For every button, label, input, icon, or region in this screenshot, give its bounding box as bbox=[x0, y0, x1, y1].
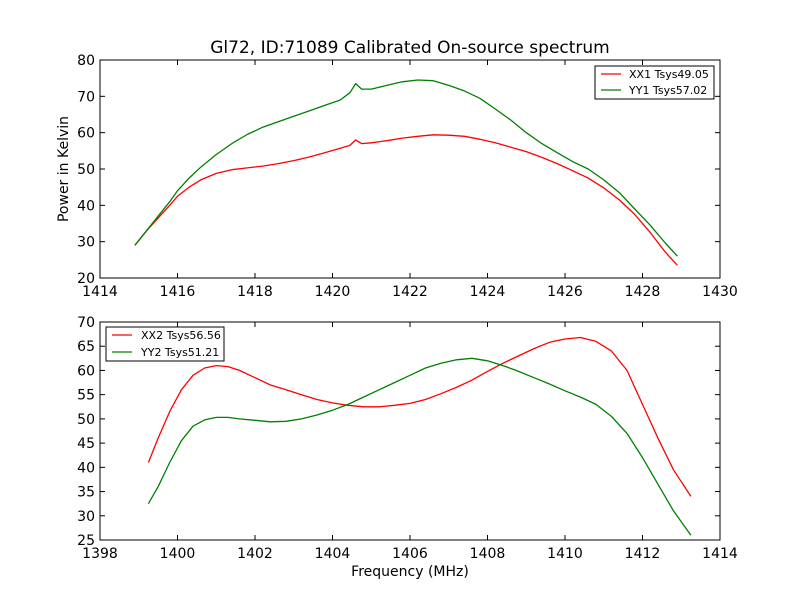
bottom-y-tick-label: 45 bbox=[77, 436, 95, 452]
x-axis-label: Frequency (MHz) bbox=[351, 564, 469, 580]
top-x-tick-label: 1424 bbox=[470, 284, 506, 300]
bottom-x-tick-label: 1402 bbox=[237, 546, 273, 562]
top-panel: Gl72, ID:71089 Calibrated On-source spec… bbox=[56, 38, 738, 300]
top-y-tick-label: 30 bbox=[77, 235, 95, 251]
top-x-tick-label: 1422 bbox=[392, 284, 428, 300]
bottom-x-tick-label: 1412 bbox=[625, 546, 661, 562]
bottom-panel: Frequency (MHz) 1398 1400 1402 1404 1406 1408… bbox=[77, 315, 738, 580]
bottom-y-tick-label: 40 bbox=[77, 460, 95, 476]
bottom-series-layer bbox=[147, 336, 692, 536]
bottom-x-tick-label: 1406 bbox=[392, 546, 428, 562]
legend-label-yy2: YY2 Tsys51.21 bbox=[140, 346, 219, 359]
bottom-y-tick-label: 65 bbox=[77, 339, 95, 355]
top-tick-layer: 1414 1416 1418 1420 1422 1424 1426 1428 1430 20 30… bbox=[77, 53, 738, 300]
bottom-plot-frame bbox=[99, 321, 721, 541]
top-x-tick-label: 1414 bbox=[82, 284, 118, 300]
bottom-x-tick-label: 1414 bbox=[702, 546, 738, 562]
top-x-tick-label: 1430 bbox=[702, 284, 738, 300]
top-series-line-1 bbox=[134, 79, 678, 257]
top-y-tick-label: 50 bbox=[77, 162, 95, 178]
legend-label-xx2: XX2 Tsys56.56 bbox=[141, 329, 221, 342]
bottom-y-tick-label: 70 bbox=[77, 315, 95, 331]
top-y-tick-label: 40 bbox=[77, 198, 95, 214]
bottom-x-tick-label: 1398 bbox=[82, 546, 118, 562]
legend-label-yy1: YY1 Tsys57.02 bbox=[628, 84, 707, 97]
chart-title: Gl72, ID:71089 Calibrated On-source spec… bbox=[210, 38, 610, 58]
bottom-y-tick-label: 50 bbox=[77, 412, 95, 428]
bottom-y-tick-label: 25 bbox=[77, 533, 95, 549]
top-x-tick-label: 1416 bbox=[160, 284, 196, 300]
bottom-series-line-0 bbox=[147, 336, 692, 497]
bottom-legend: XX2 Tsys56.56 YY2 Tsys51.21 bbox=[105, 326, 225, 362]
bottom-legend-box bbox=[105, 326, 225, 362]
top-y-tick-label: 60 bbox=[77, 126, 95, 142]
top-series-layer bbox=[134, 79, 678, 266]
bottom-y-tick-label: 30 bbox=[77, 509, 95, 525]
top-series-line-0 bbox=[134, 134, 678, 266]
y-axis-label: Power in Kelvin bbox=[56, 116, 72, 222]
top-x-tick-label: 1428 bbox=[625, 284, 661, 300]
top-plot-frame bbox=[99, 59, 721, 279]
top-y-tick-label: 80 bbox=[77, 53, 95, 69]
top-x-tick-label: 1420 bbox=[315, 284, 351, 300]
top-legend-box bbox=[594, 65, 715, 100]
legend-label-xx1: XX1 Tsys49.05 bbox=[629, 68, 709, 81]
top-legend: XX1 Tsys49.05 YY1 Tsys57.02 bbox=[594, 65, 715, 100]
bottom-x-tick-label: 1404 bbox=[315, 546, 351, 562]
top-x-tick-label: 1426 bbox=[547, 284, 583, 300]
bottom-series-line-1 bbox=[147, 357, 692, 536]
bottom-x-tick-label: 1408 bbox=[470, 546, 506, 562]
bottom-y-tick-label: 60 bbox=[77, 363, 95, 379]
bottom-y-tick-label: 35 bbox=[77, 485, 95, 501]
bottom-tick-layer: 1398 1400 1402 1404 1406 1408 1410 1412 1414 25 30… bbox=[77, 315, 738, 562]
bottom-x-tick-label: 1410 bbox=[547, 546, 583, 562]
top-x-tick-label: 1418 bbox=[237, 284, 273, 300]
top-y-tick-label: 70 bbox=[77, 89, 95, 105]
bottom-x-tick-label: 1400 bbox=[160, 546, 196, 562]
top-y-tick-label: 20 bbox=[77, 271, 95, 287]
bottom-y-tick-label: 55 bbox=[77, 388, 95, 404]
